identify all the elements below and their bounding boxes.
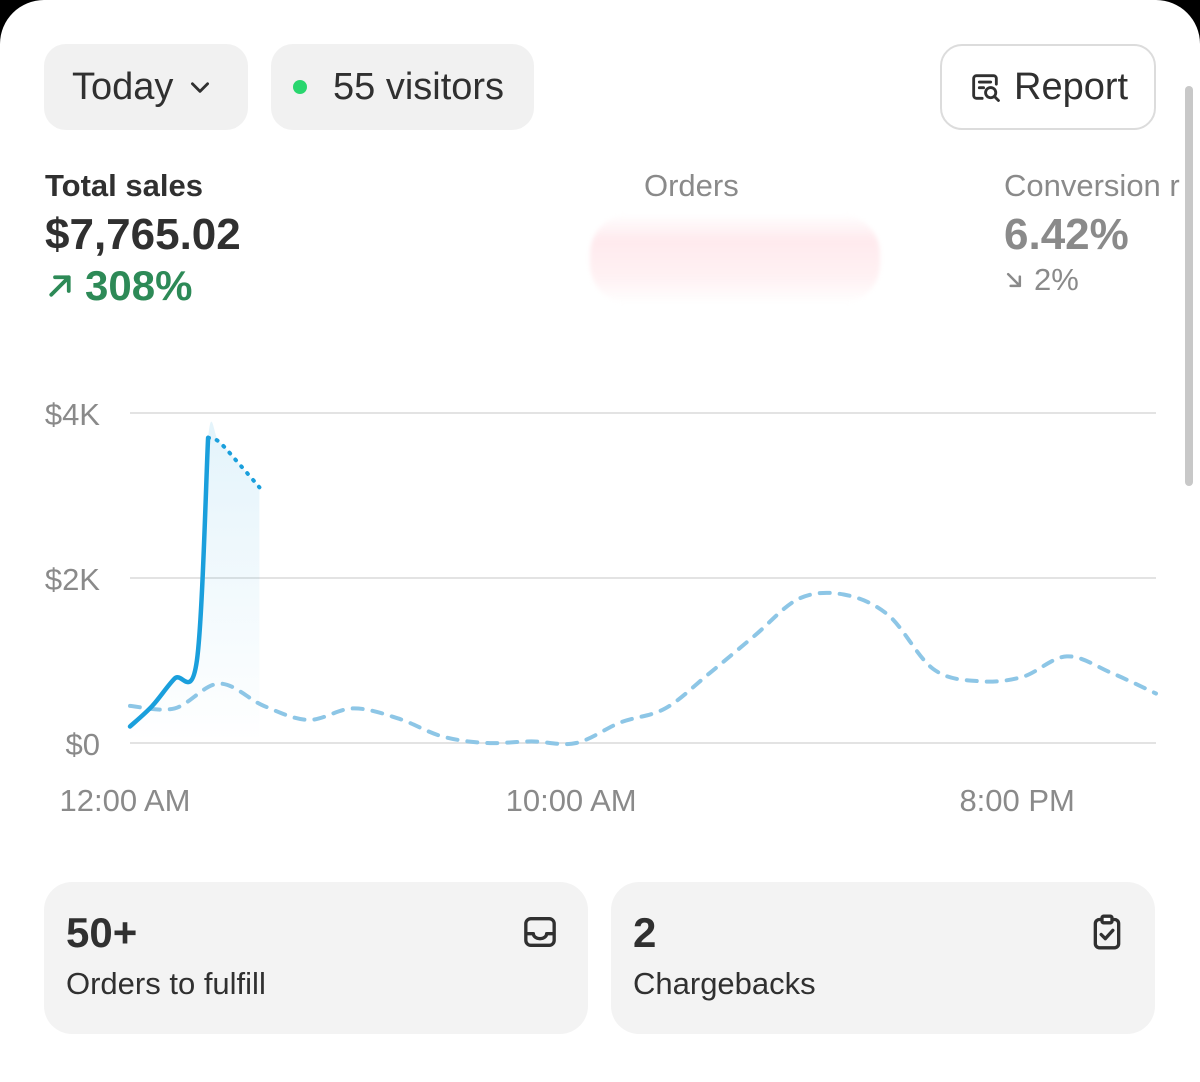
inbox-icon	[524, 917, 556, 947]
conversion-change: 2%	[1004, 262, 1180, 298]
total-sales-label: Total sales	[45, 168, 203, 203]
live-visitors-button[interactable]: 55 visitors	[271, 44, 534, 130]
orders-to-fulfill-count: 50+	[66, 909, 138, 956]
date-range-dropdown[interactable]: Today	[44, 44, 248, 130]
report-search-icon	[972, 74, 1000, 102]
y-tick-label: $2K	[45, 562, 100, 597]
chevron-down-icon	[191, 82, 210, 93]
current-period-projection-line	[206, 435, 262, 490]
vertical-scrollbar[interactable]	[1185, 86, 1193, 486]
orders-label: Orders	[644, 168, 739, 203]
conversion-value: 6.42%	[1004, 210, 1129, 259]
y-tick-label: $0	[66, 727, 100, 762]
arrow-down-right-icon	[1006, 272, 1022, 288]
total-sales-change: 308%	[45, 262, 241, 310]
visitors-count: 55 visitors	[333, 65, 505, 108]
live-indicator-dot	[293, 80, 307, 94]
total-sales-value: $7,765.02	[45, 210, 241, 259]
chargebacks-label: Chargebacks	[633, 966, 816, 1001]
total-sales-metric[interactable]: Total sales $7,765.02 308%	[45, 168, 241, 310]
date-range-label: Today	[72, 65, 174, 108]
conversion-change-value: 2%	[1034, 262, 1079, 297]
report-label: Report	[1014, 65, 1129, 108]
conversion-metric[interactable]: Conversion r 6.42% 2%	[1004, 168, 1180, 298]
orders-to-fulfill-label: Orders to fulfill	[66, 966, 266, 1001]
y-tick-label: $4K	[45, 397, 100, 432]
x-tick-label: 10:00 AM	[506, 783, 637, 818]
sales-chart: $4K $2K $0 12:00 AM 10:00 AM 8:00 PM	[45, 397, 1158, 818]
chargebacks-card[interactable]: 2 Chargebacks	[611, 882, 1155, 1034]
redacted-orders-value	[590, 214, 880, 304]
x-tick-label: 8:00 PM	[959, 783, 1074, 818]
report-button[interactable]: Report	[940, 44, 1156, 130]
chargebacks-count: 2	[633, 909, 657, 956]
orders-metric[interactable]: Orders	[644, 168, 739, 204]
clipboard-check-icon	[1093, 914, 1121, 950]
x-tick-label: 12:00 AM	[60, 783, 191, 818]
orders-to-fulfill-card[interactable]: 50+ Orders to fulfill	[44, 882, 588, 1034]
conversion-label: Conversion r	[1004, 168, 1180, 203]
current-period-line	[127, 435, 211, 729]
total-sales-change-value: 308%	[85, 262, 193, 309]
comparison-period-line	[128, 590, 1158, 747]
arrow-up-right-icon	[49, 275, 71, 297]
current-period-area	[130, 421, 260, 743]
